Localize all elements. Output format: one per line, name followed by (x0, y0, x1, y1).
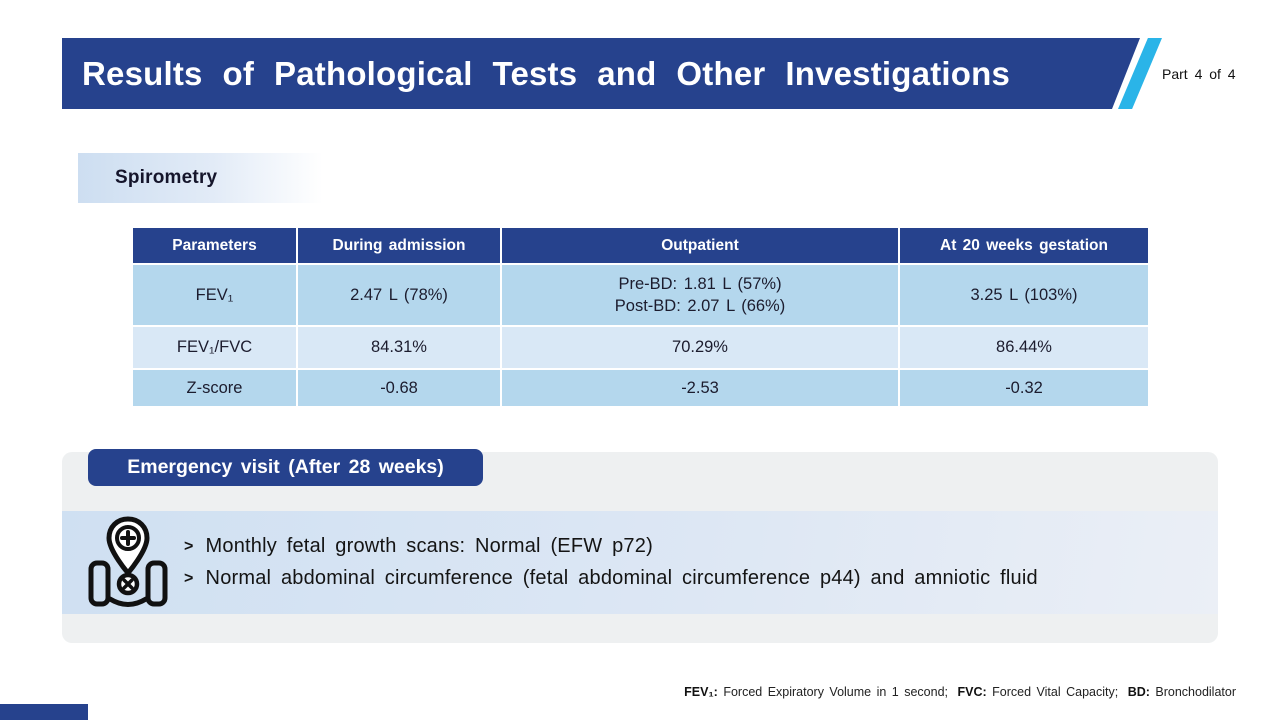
fev1-outpatient-pre-bd: Pre-BD: 1.81 L (57%) (618, 274, 782, 293)
chevron-bullet-icon: > (184, 570, 194, 587)
fev1-outpatient-post-bd: Post-BD: 2.07 L (66%) (614, 297, 786, 315)
bullet-text-abdominal-circumference: Normal abdominal circumference (fetal ab… (205, 567, 1038, 589)
footnote-def-fev1: Forced Expiratory Volume in 1 second; (723, 685, 949, 699)
cell-fev1fvc-during-admission: 84.31% (298, 327, 500, 368)
cell-fev1-parameter: FEV₁ (133, 265, 296, 325)
title-banner: Results of Pathological Tests and Other … (62, 38, 1140, 109)
column-header-parameters: Parameters (133, 228, 296, 263)
emergency-visit-badge: Emergency visit (After 28 weeks) (88, 449, 483, 486)
column-header-at-20-weeks: At 20 weeks gestation (900, 228, 1148, 263)
cell-fev1fvc-parameter: FEV₁/FVC (133, 327, 296, 368)
cell-fev1fvc-at-20-weeks: 86.44% (900, 327, 1148, 368)
emergency-content-band (62, 511, 1218, 614)
footnote-def-bd: Bronchodilator (1155, 685, 1236, 699)
footnote: FEV₁: Forced Expiratory Volume in 1 seco… (684, 685, 1240, 699)
cell-zscore-at-20-weeks: -0.32 (900, 370, 1148, 406)
spirometry-section-label: Spirometry (115, 167, 218, 188)
cell-fev1-at-20-weeks: 3.25 L (103%) (900, 265, 1148, 325)
cell-zscore-outpatient: -2.53 (502, 370, 898, 406)
column-header-outpatient: Outpatient (502, 228, 898, 263)
list-item: > Monthly fetal growth scans: Normal (EF… (184, 531, 1038, 563)
bottom-accent-bar (0, 704, 88, 720)
cell-fev1-during-admission: 2.47 L (78%) (298, 265, 500, 325)
spirometry-table: Parameters During admission Outpatient A… (133, 228, 1148, 406)
chevron-bullet-icon: > (184, 538, 194, 555)
emergency-bullet-list: > Monthly fetal growth scans: Normal (EF… (184, 531, 1038, 595)
footnote-term-fvc: FVC: (957, 685, 987, 699)
part-label: Part 4 of 4 (1162, 65, 1236, 82)
page-title: Results of Pathological Tests and Other … (82, 54, 1011, 92)
list-item: > Normal abdominal circumference (fetal … (184, 563, 1038, 595)
footnote-def-fvc: Forced Vital Capacity; (992, 685, 1119, 699)
spirometry-section-band: Spirometry (78, 153, 323, 203)
cell-fev1-outpatient: Pre-BD: 1.81 L (57%) Post-BD: 2.07 L (66… (502, 265, 898, 325)
cell-zscore-parameter: Z-score (133, 370, 296, 406)
cell-zscore-during-admission: -0.68 (298, 370, 500, 406)
map-pin-plus-icon (88, 516, 168, 607)
footnote-term-fev1: FEV₁: (684, 685, 718, 699)
cell-fev1fvc-outpatient: 70.29% (502, 327, 898, 368)
column-header-during-admission: During admission (298, 228, 500, 263)
footnote-term-bd: BD: (1127, 685, 1150, 699)
bullet-text-fetal-growth: Monthly fetal growth scans: Normal (EFW … (205, 535, 653, 557)
